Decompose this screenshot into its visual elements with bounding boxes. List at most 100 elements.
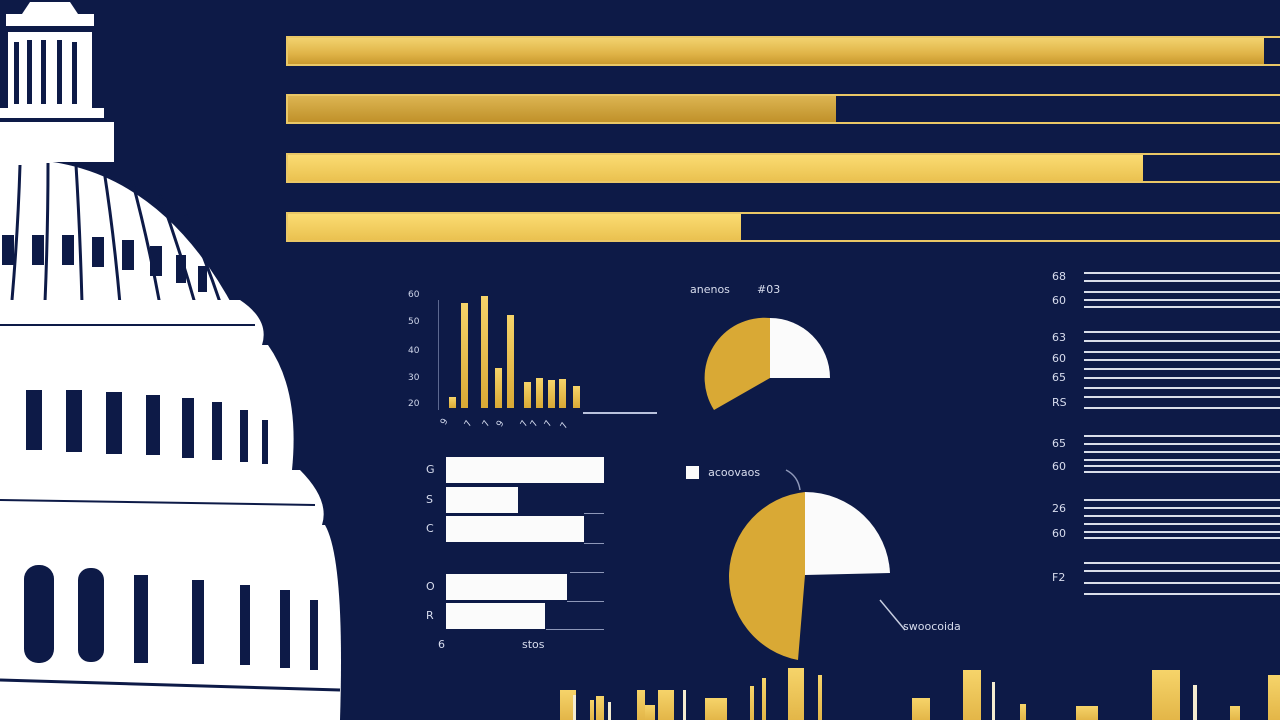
h-line	[1084, 377, 1280, 379]
h-line	[1084, 499, 1280, 501]
h-line	[1084, 451, 1280, 453]
x-tick: 9	[439, 417, 451, 427]
white-bar	[446, 487, 518, 513]
h-line	[1084, 515, 1280, 517]
skyline-bar	[608, 702, 611, 720]
y-tick: 20	[408, 399, 420, 409]
h-line	[1084, 443, 1280, 445]
pie-chart-top	[704, 317, 830, 410]
x-tick: 7	[543, 419, 555, 429]
h-line	[1084, 359, 1280, 361]
skyline-bar	[992, 682, 995, 720]
bar	[449, 397, 456, 408]
skyline-bar	[1020, 704, 1026, 720]
bar	[573, 386, 580, 408]
line-label: 60	[1052, 294, 1066, 307]
line-label: 65	[1052, 371, 1066, 384]
h-line	[1084, 306, 1280, 308]
y-tick: 50	[408, 317, 420, 327]
h-line	[1084, 523, 1280, 525]
vertical-bar-chart: 60 50 40 30 20 9 7 7 9 7 7 7 7	[400, 285, 670, 445]
top-bar-2	[286, 94, 1280, 124]
x-tick: 7	[463, 419, 475, 429]
top-bar-4	[286, 212, 1280, 242]
line-label: 60	[1052, 460, 1066, 473]
capitol-dome-illustration	[0, 2, 341, 720]
bar	[507, 315, 514, 408]
y-tick: 40	[408, 346, 420, 356]
white-bar	[446, 516, 584, 542]
y-tick: 60	[408, 290, 420, 300]
skyline-bar	[818, 675, 822, 720]
bar-label: C	[426, 522, 434, 535]
bar	[559, 379, 566, 408]
white-bar	[446, 603, 545, 629]
h-line	[1084, 471, 1280, 473]
bar	[481, 296, 488, 408]
skyline-bar	[750, 686, 754, 720]
pie-annotation: swoocoida	[903, 620, 961, 633]
y-tick: 30	[408, 373, 420, 383]
h-line	[1084, 562, 1280, 564]
h-line	[1084, 396, 1280, 398]
skyline-bar	[658, 690, 674, 720]
y-axis	[438, 300, 439, 410]
legend-swatch	[686, 466, 699, 479]
guide-line	[584, 513, 604, 514]
h-line	[1084, 582, 1280, 584]
top-bar-1-fill	[288, 38, 1265, 64]
white-bar-chart: G S C O R 6 stos	[410, 445, 620, 660]
bar-label: G	[426, 463, 435, 476]
h-line	[1084, 280, 1280, 282]
skyline-bar	[963, 670, 981, 720]
h-line	[1084, 351, 1280, 353]
skyline-bar	[590, 700, 594, 720]
bar	[461, 303, 468, 408]
guide-line	[546, 629, 604, 630]
x-tick: 9	[495, 419, 507, 429]
h-line	[1084, 299, 1280, 301]
skyline-bar	[788, 668, 804, 720]
line-label: RS	[1052, 396, 1067, 409]
skyline-bar	[1076, 706, 1098, 720]
top-bar-1	[286, 36, 1280, 66]
skyline-bar	[1268, 675, 1280, 720]
top-bar-2-fill	[288, 96, 836, 122]
skyline-bar	[637, 690, 645, 720]
line-label: 68	[1052, 270, 1066, 283]
skyline-bar	[1230, 706, 1240, 720]
x-tick: 7	[481, 419, 493, 429]
skyline-bar	[705, 698, 727, 720]
guide-line	[567, 601, 604, 602]
x-tick: stos	[522, 638, 545, 651]
white-bar	[446, 574, 567, 600]
h-line	[1084, 435, 1280, 437]
h-line	[1084, 368, 1280, 370]
h-line	[1084, 593, 1280, 595]
top-bar-3	[286, 153, 1280, 183]
line-label: 26	[1052, 502, 1066, 515]
h-line	[1084, 291, 1280, 293]
white-bar	[446, 457, 604, 483]
guide-line	[584, 543, 604, 544]
h-line	[1084, 459, 1280, 461]
x-axis-line	[583, 412, 657, 414]
bar-label: O	[426, 580, 435, 593]
guide-line	[570, 572, 604, 573]
pie-chart-top-header: anenos #03	[690, 278, 780, 297]
line-label: 60	[1052, 352, 1066, 365]
skyline-bar	[1152, 670, 1180, 720]
bars-area	[400, 285, 670, 408]
skyline-bar	[762, 678, 766, 720]
bar	[524, 382, 531, 408]
pie-top-label-2: #03	[757, 283, 781, 296]
x-tick: 6	[438, 638, 445, 651]
h-line	[1084, 507, 1280, 509]
skyline-bar	[596, 696, 604, 720]
h-line	[1084, 387, 1280, 389]
h-line	[1084, 331, 1280, 333]
skyline-bar	[1193, 685, 1197, 720]
skyline-bar	[683, 690, 686, 720]
h-line	[1084, 531, 1280, 533]
bar-label: S	[426, 493, 433, 506]
